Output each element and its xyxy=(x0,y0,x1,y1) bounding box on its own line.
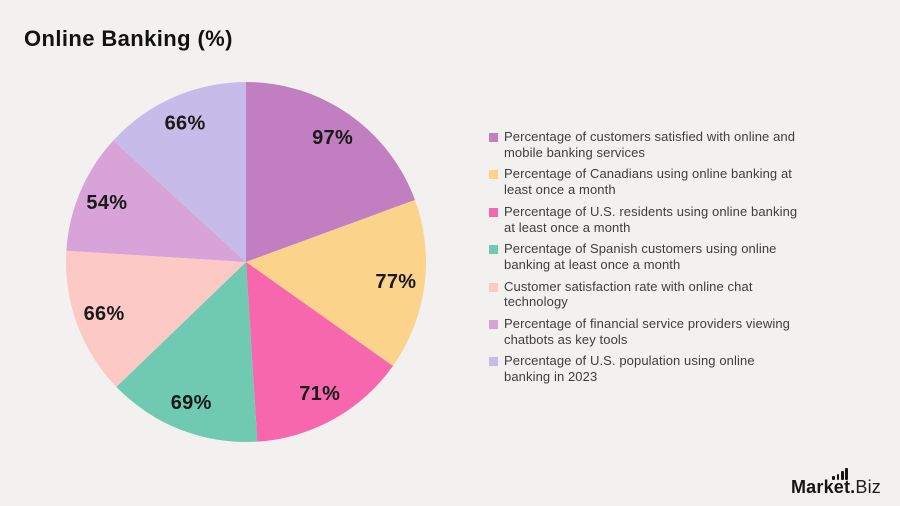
legend-item: Percentage of U.S. population using onli… xyxy=(489,353,861,384)
logo-text: Market.Biz xyxy=(791,477,881,497)
slice-label: 71% xyxy=(299,383,340,405)
pie-slice xyxy=(116,262,258,442)
chart-legend: Percentage of customers satisfied with o… xyxy=(489,129,861,385)
pie-slice xyxy=(66,140,246,262)
legend-label: Percentage of U.S. residents using onlin… xyxy=(504,203,798,235)
pie-chart: 97% 77% 71% 69% 66% 54% 66% xyxy=(66,82,426,442)
legend-swatch xyxy=(489,320,498,330)
bar-chart-icon xyxy=(832,468,848,480)
marketbiz-logo: Market.Biz xyxy=(789,465,881,497)
legend-label: Percentage of financial service provider… xyxy=(504,316,790,347)
pie-slice xyxy=(113,82,246,262)
legend-swatch xyxy=(489,282,498,292)
legend-label: Percentage of Canadians using online ban… xyxy=(504,166,793,198)
legend-item: Percentage of customers satisfied with o… xyxy=(489,129,861,160)
legend-swatch xyxy=(489,170,498,180)
logo-primary: Market. xyxy=(790,477,856,497)
pie-slice xyxy=(246,199,426,366)
legend-label: Percentage of customers satisfied with o… xyxy=(504,129,796,160)
pie-slice xyxy=(246,82,415,262)
legend-swatch xyxy=(489,245,498,255)
slice-label: 54% xyxy=(86,192,127,214)
slice-label: 69% xyxy=(171,392,212,414)
pie-slice xyxy=(66,250,246,387)
legend-label: Percentage of U.S. population using onli… xyxy=(504,353,755,385)
legend-swatch xyxy=(489,357,498,367)
legend-item: Percentage of Spanish customers using on… xyxy=(489,241,861,272)
logo-secondary: Biz xyxy=(855,477,881,497)
slice-label: 97% xyxy=(312,127,353,149)
legend-swatch xyxy=(489,133,498,142)
legend-item: Percentage of financial service provider… xyxy=(489,316,861,347)
chart-title: Online Banking (%) xyxy=(24,26,233,51)
slice-label: 77% xyxy=(375,271,416,293)
legend-item: Percentage of Canadians using online ban… xyxy=(489,166,861,197)
legend-swatch xyxy=(489,207,498,217)
slice-label: 66% xyxy=(165,113,206,135)
legend-item: Percentage of U.S. residents using onlin… xyxy=(489,204,861,235)
pie-slice xyxy=(246,262,393,442)
legend-label: Customer satisfaction rate with online c… xyxy=(504,278,753,310)
legend-item: Customer satisfaction rate with online c… xyxy=(489,279,861,310)
legend-label: Percentage of Spanish customers using on… xyxy=(504,241,777,272)
slice-label: 66% xyxy=(84,303,125,325)
